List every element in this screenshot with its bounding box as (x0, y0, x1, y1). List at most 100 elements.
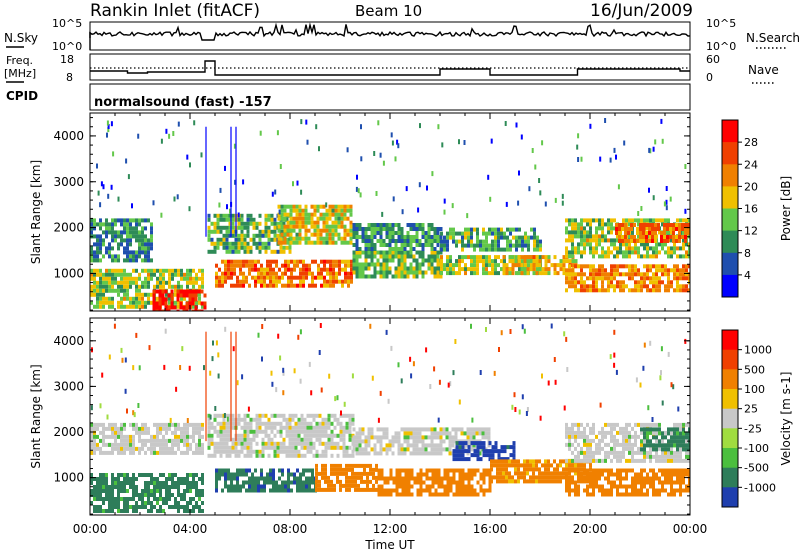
power-cell (252, 221, 256, 226)
power-cell (216, 217, 220, 222)
velocity-cell (688, 472, 690, 477)
velocity-cell (404, 476, 408, 481)
power-cell (449, 255, 452, 260)
velocity-cell (373, 435, 377, 440)
velocity-cell (282, 437, 286, 442)
velocity-cell (547, 459, 550, 464)
power-cell (138, 254, 141, 259)
power-cell (661, 246, 664, 251)
velocity-cell (228, 453, 232, 458)
power-cell (337, 224, 341, 229)
velocity-cell (339, 437, 343, 442)
velocity-cell (445, 427, 449, 432)
velocity-cell (595, 442, 598, 447)
power-cell (427, 243, 431, 247)
power-cell (470, 271, 473, 276)
velocity-cell (383, 492, 387, 497)
power-cell (216, 241, 220, 246)
velocity-cell (571, 488, 574, 493)
velocity-cell (195, 426, 198, 431)
power-cell (601, 238, 604, 243)
velocity-cell (225, 453, 229, 458)
power-cell (308, 267, 311, 272)
velocity-cell (306, 429, 310, 434)
power-cell (114, 288, 117, 293)
velocity-cell (526, 459, 529, 464)
power-cell (583, 264, 586, 269)
power-cell (580, 234, 583, 239)
velocity-cell (375, 479, 378, 484)
power-cell (517, 263, 521, 268)
velocity-cell (294, 413, 298, 418)
power-cell (316, 208, 320, 213)
velocity-cell (243, 429, 247, 434)
power-cell (296, 283, 299, 288)
power-cell (583, 234, 586, 239)
velocity-cell (246, 437, 250, 442)
velocity-cell (246, 445, 250, 450)
power-cell (237, 245, 241, 250)
power-cell (141, 242, 144, 247)
power-cell (230, 271, 233, 276)
power-cell (311, 275, 314, 280)
velocity-cell (379, 439, 383, 444)
velocity-cell (448, 431, 452, 436)
velocity-cell (227, 484, 230, 489)
power-cell (583, 230, 586, 235)
velocity-cell (401, 476, 405, 481)
velocity-cell (458, 472, 462, 477)
velocity-cell (440, 492, 444, 497)
power-cell (273, 237, 277, 242)
velocity-cell (458, 449, 462, 454)
power-cell (129, 258, 132, 263)
power-band-2 (152, 289, 207, 311)
velocity-cell (240, 437, 244, 442)
power-speck (237, 212, 240, 218)
power-cell (649, 254, 652, 259)
power-cell (688, 246, 690, 251)
power-cell (523, 255, 527, 260)
velocity-cell (598, 484, 601, 489)
power-cell (500, 267, 503, 272)
power-cell (105, 218, 108, 223)
power-cell (96, 288, 99, 293)
velocity-cell (255, 441, 259, 446)
velocity-cell (366, 479, 369, 484)
power-cell (138, 242, 141, 247)
power-cell (391, 274, 395, 279)
power-cell (328, 216, 332, 221)
power-cell (179, 301, 183, 306)
power-cell (521, 235, 524, 240)
power-cell (325, 232, 329, 237)
velocity-cell (279, 421, 283, 426)
power-cell (406, 231, 410, 235)
power-cell (651, 235, 654, 239)
power-cell (288, 245, 292, 250)
power-cell (446, 271, 449, 276)
power-cell (433, 231, 437, 235)
velocity-cell (458, 484, 462, 489)
power-cell (583, 284, 586, 289)
velocity-cell (360, 479, 363, 484)
velocity-cell (473, 472, 477, 477)
power-cell (613, 264, 616, 269)
velocity-cell (424, 427, 428, 432)
power-cell (132, 296, 135, 301)
velocity-cell (120, 489, 123, 493)
power-cell (248, 271, 251, 276)
power-cell (577, 250, 580, 255)
velocity-cell (431, 468, 435, 473)
power-cell (455, 271, 458, 276)
velocity-cell (260, 472, 263, 477)
velocity-cell (147, 485, 150, 489)
velocity-cell (398, 484, 402, 489)
power-cell (595, 246, 598, 251)
power-cell (322, 204, 326, 209)
power-cell (135, 276, 138, 281)
power-cell (246, 249, 250, 254)
velocity-cell (455, 441, 459, 446)
velocity-cell (327, 437, 331, 442)
power-cell (326, 271, 329, 276)
power-cell (170, 297, 174, 302)
power-cell (403, 258, 407, 263)
